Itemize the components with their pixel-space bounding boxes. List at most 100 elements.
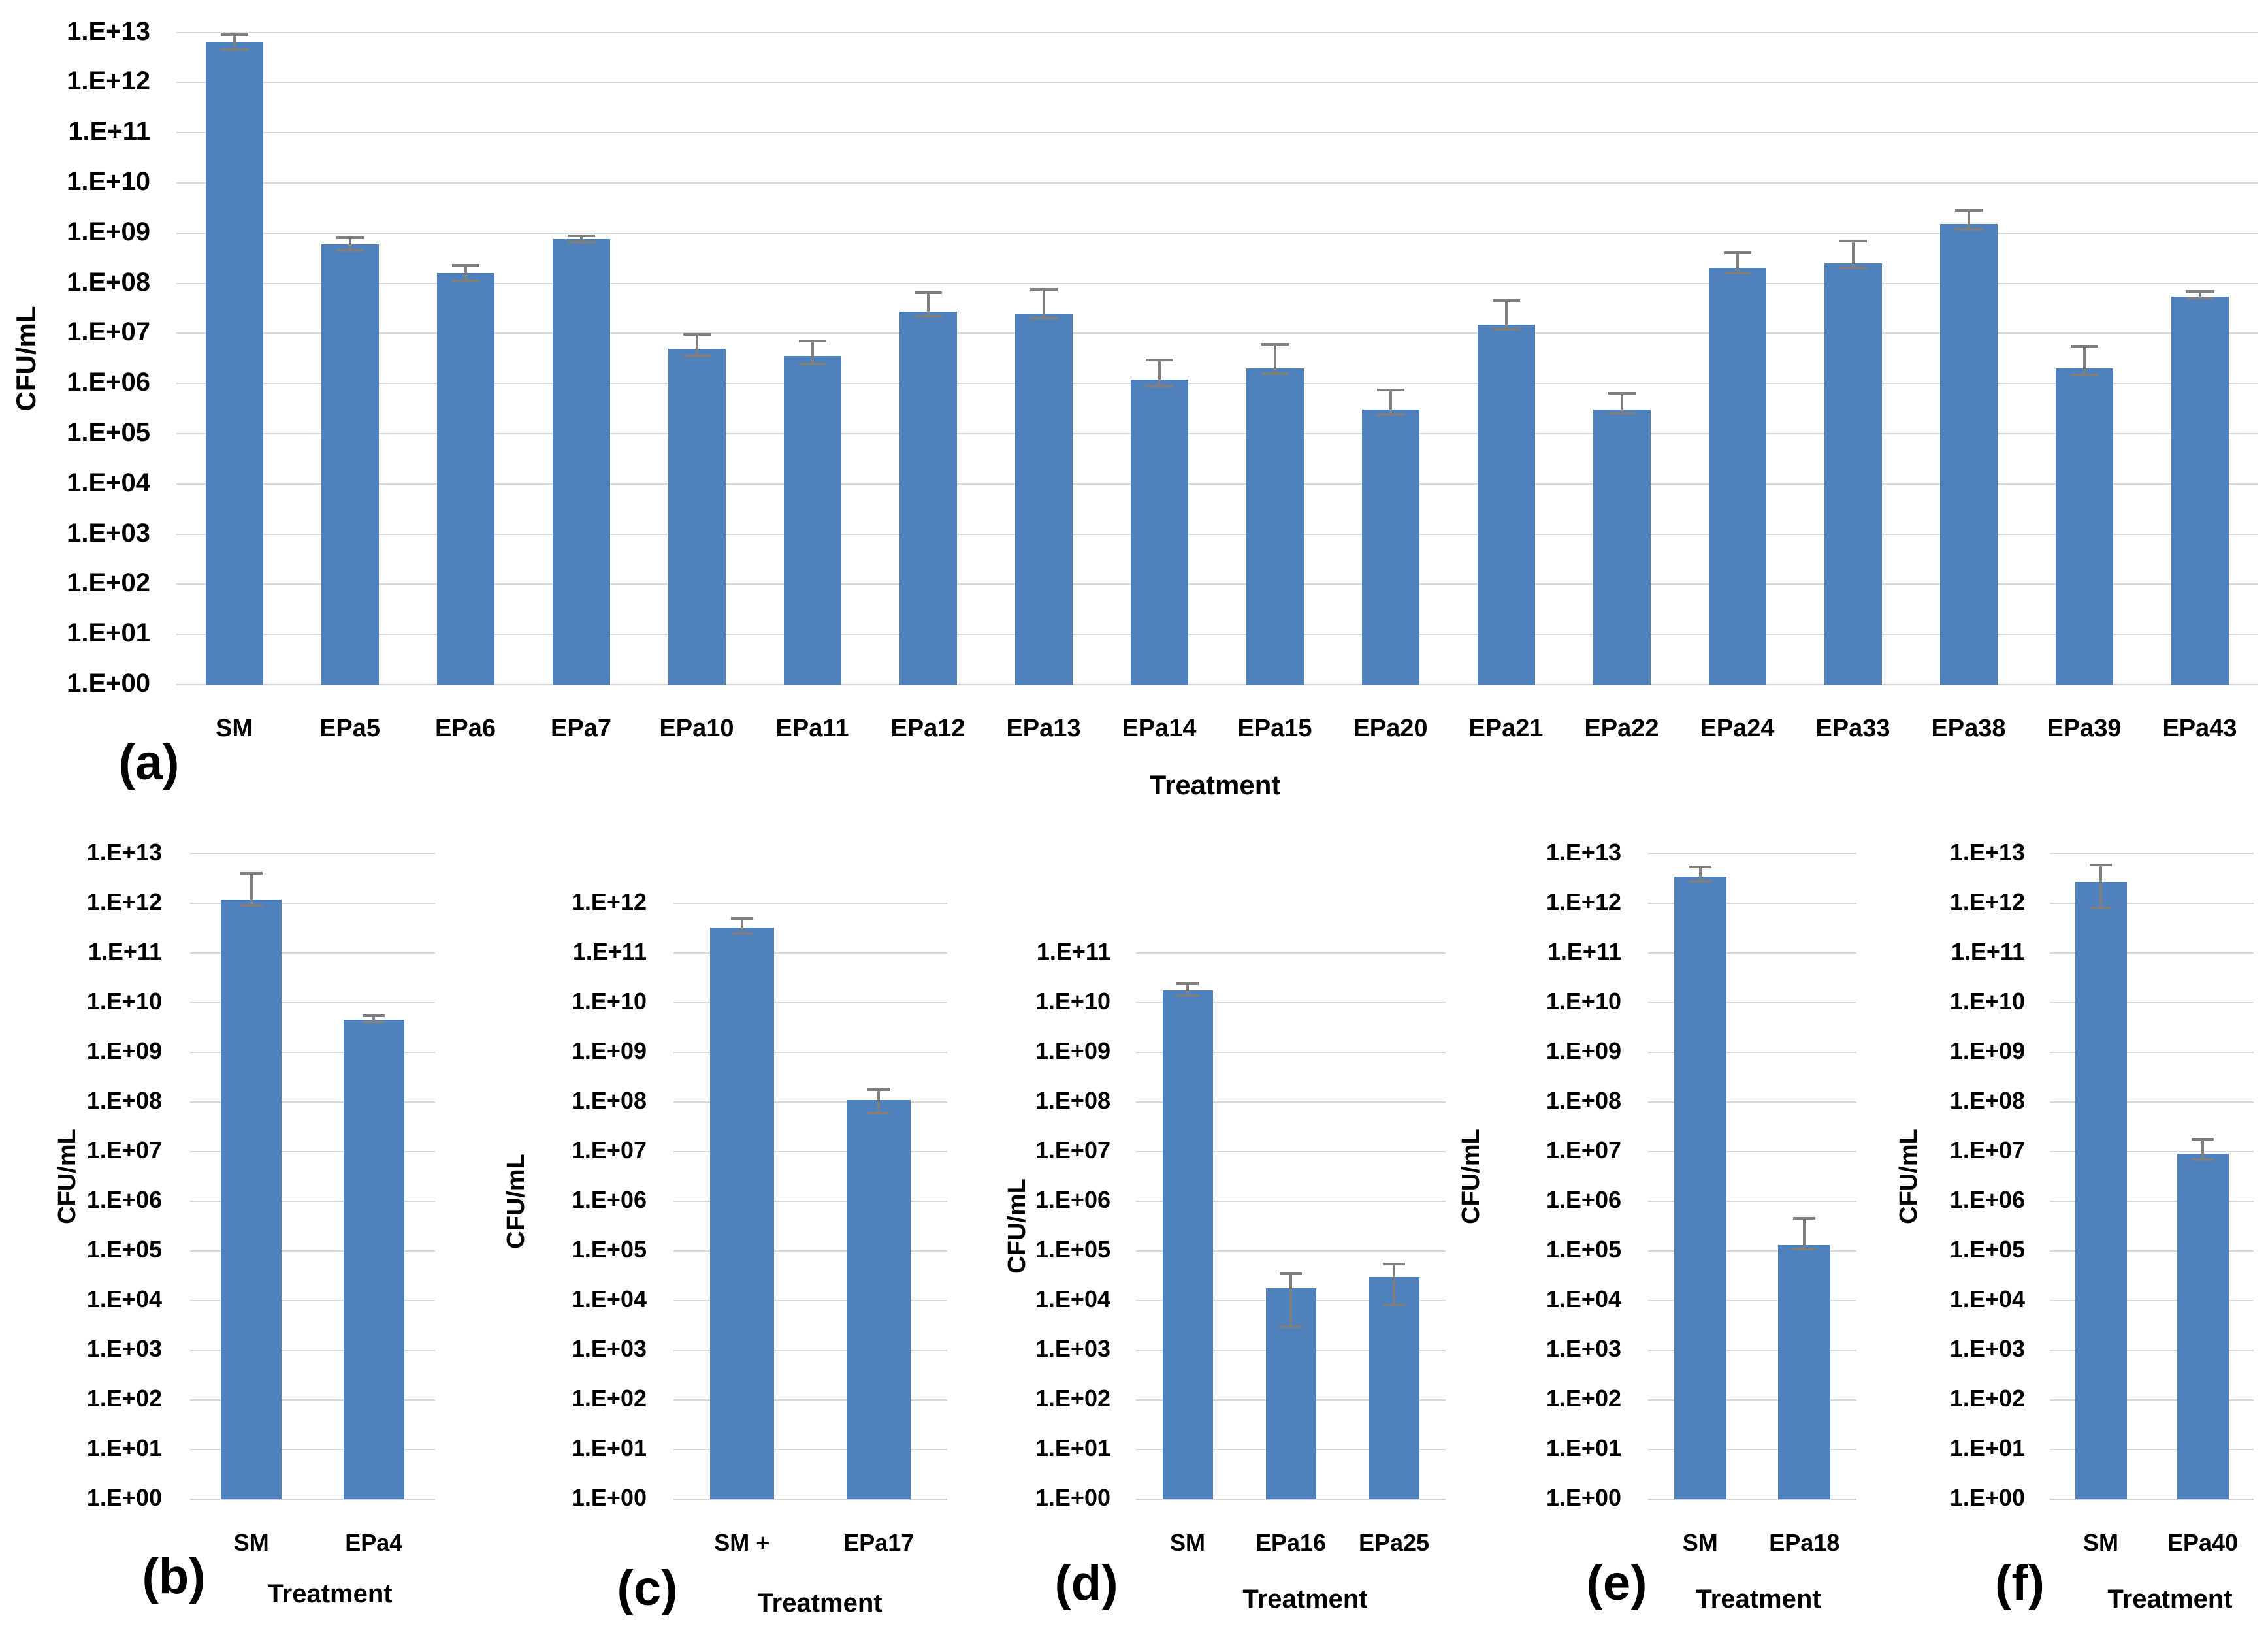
category-label: SM: [1170, 1529, 1205, 1556]
axis-title-y: CFU/mL: [502, 1154, 530, 1249]
category-label: SM: [2083, 1529, 2118, 1556]
error-bar-cap-bottom: [363, 1021, 385, 1024]
error-bar-cap-top: [1280, 1272, 1302, 1275]
error-bar-line: [250, 873, 253, 906]
y-tick-label: 1.E+01: [1949, 1434, 2025, 1462]
gridline: [1136, 1399, 1446, 1401]
error-bar-line: [1273, 344, 1276, 374]
axis-title-x: Treatment: [757, 1589, 883, 1617]
error-bar-cap-bottom: [451, 280, 479, 283]
error-bar-cap-top: [867, 1088, 890, 1091]
gridline: [2050, 1151, 2254, 1152]
gridline: [176, 433, 2258, 434]
error-bar-cap-top: [1954, 209, 1983, 212]
error-bar-cap-bottom: [1145, 384, 1173, 387]
error-bar-line: [2198, 291, 2201, 299]
y-tick-label: 1.E+12: [571, 888, 647, 916]
error-bar-line: [695, 334, 698, 357]
gridline: [673, 903, 947, 904]
error-bar-cap-bottom: [730, 932, 753, 935]
gridline: [190, 952, 435, 954]
gridline: [176, 132, 2258, 134]
gridline: [1648, 1151, 1856, 1152]
y-tick-label: 1.E+06: [1546, 1186, 1621, 1214]
bar-EPa40: [2177, 1154, 2229, 1499]
error-bar-cap-bottom: [1954, 227, 1983, 231]
error-bar-cap-top: [363, 1014, 385, 1017]
error-bar-line: [1504, 300, 1508, 330]
error-bar-cap-bottom: [2192, 1158, 2214, 1161]
gridline: [1648, 1201, 1856, 1202]
bar-EPa13: [1014, 313, 1073, 685]
panel-label: (d): [1054, 1555, 1118, 1611]
y-tick-label: 1.E+07: [571, 1137, 647, 1164]
category-label: EPa22: [1584, 715, 1659, 742]
y-tick-label: 1.E+05: [1546, 1236, 1621, 1263]
x-axis-baseline: [1136, 1499, 1446, 1500]
gridline: [1648, 1399, 1856, 1401]
gridline: [673, 952, 947, 954]
error-bar-line: [579, 236, 583, 243]
y-tick-label: 1.E+11: [68, 117, 150, 146]
category-label: EPa7: [551, 715, 611, 742]
y-tick-label: 1.E+03: [86, 1335, 162, 1363]
bar-EPa25: [1369, 1276, 1419, 1499]
x-axis-baseline: [1648, 1499, 1856, 1500]
error-bar-cap-top: [1145, 358, 1173, 361]
gridline: [673, 1052, 947, 1053]
y-tick-label: 1.E+10: [571, 988, 647, 1015]
bar-SM: [1674, 876, 1726, 1499]
error-bar-line: [1620, 393, 1623, 414]
axis-title-y: CFU/mL: [54, 1129, 81, 1224]
error-bar-line: [1967, 210, 1970, 229]
gridline: [1648, 853, 1856, 854]
gridline: [2050, 1101, 2254, 1103]
error-bar-cap-top: [2186, 290, 2214, 293]
category-label: EPa24: [1700, 715, 1775, 742]
gridline: [673, 1399, 947, 1401]
gridline: [1648, 1350, 1856, 1351]
y-tick-label: 1.E+06: [571, 1186, 647, 1214]
category-label: EPa40: [2167, 1529, 2239, 1556]
error-bar-cap-bottom: [914, 315, 942, 318]
category-label: SM: [233, 1529, 269, 1556]
error-bar-line: [1158, 359, 1161, 386]
error-bar-line: [1851, 240, 1855, 268]
error-bar-cap-top: [1793, 1217, 1816, 1220]
error-bar-cap-bottom: [2090, 907, 2112, 910]
y-tick-label: 1.E+03: [1035, 1335, 1110, 1363]
y-tick-label: 1.E+00: [1035, 1484, 1110, 1512]
error-bar-line: [2201, 1139, 2204, 1159]
error-bar-cap-bottom: [240, 904, 263, 907]
bar-EPa33: [1824, 263, 1882, 685]
gridline: [1136, 1201, 1446, 1202]
error-bar-cap-bottom: [1376, 413, 1404, 416]
y-tick-label: 1.E+10: [67, 167, 150, 196]
gridline: [2050, 1002, 2254, 1003]
bar-EPa24: [1708, 268, 1766, 685]
y-tick-label: 1.E+00: [86, 1484, 162, 1512]
bar-EPa17: [847, 1099, 911, 1499]
y-tick-label: 1.E+03: [67, 518, 150, 547]
y-tick-label: 1.E+09: [1949, 1037, 2025, 1065]
error-bar-cap-top: [220, 33, 248, 37]
y-tick-label: 1.E+03: [1949, 1335, 2025, 1363]
bar-EPa21: [1477, 324, 1535, 685]
category-label: EPa5: [319, 715, 380, 742]
y-tick-label: 1.E+05: [67, 418, 150, 447]
error-bar-line: [372, 1015, 376, 1023]
error-bar-cap-top: [1261, 343, 1289, 346]
error-bar-cap-bottom: [1383, 1304, 1405, 1307]
error-bar-cap-bottom: [2070, 373, 2098, 376]
y-tick-label: 1.E+08: [67, 267, 150, 297]
gridline: [1648, 1250, 1856, 1252]
error-bar-cap-bottom: [1793, 1247, 1816, 1250]
bar-EPa15: [1246, 368, 1304, 685]
y-tick-label: 1.E+13: [1949, 839, 2025, 866]
error-bar-line: [1736, 253, 1739, 273]
y-tick-label: 1.E+08: [1546, 1087, 1621, 1114]
bar-EPa4: [343, 1020, 404, 1499]
y-tick-label: 1.E+07: [86, 1137, 162, 1164]
